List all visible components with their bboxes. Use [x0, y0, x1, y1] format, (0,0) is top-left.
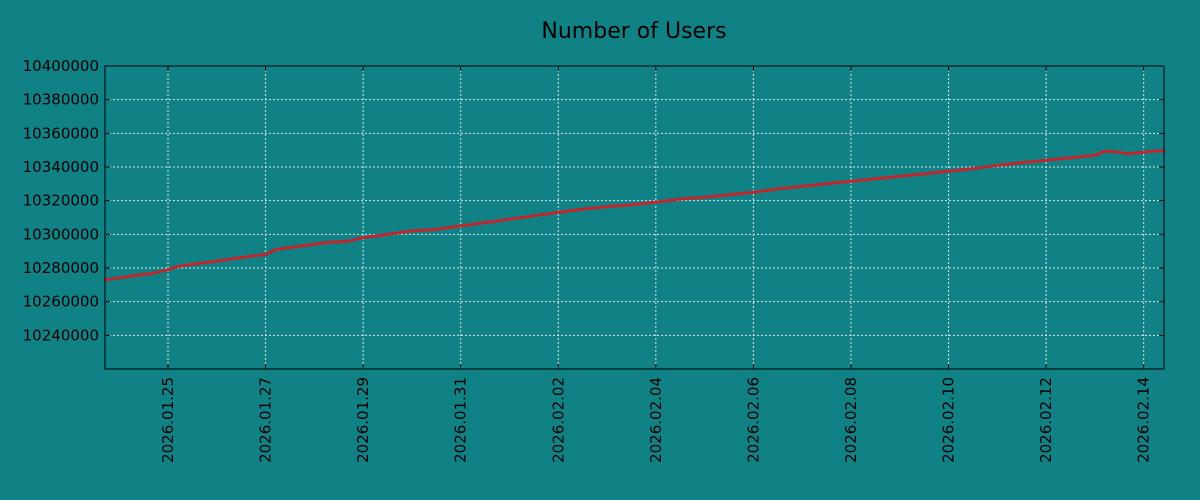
- x-tick-label: 2026.02.10: [940, 377, 958, 463]
- x-tick-label: 2026.02.06: [744, 377, 762, 463]
- x-tick-label: 2026.02.08: [842, 377, 860, 463]
- y-tick-label: 10340000: [23, 158, 99, 176]
- y-tick-label: 10280000: [23, 259, 99, 277]
- series-layer: [103, 149, 1166, 282]
- x-tick-label: 2026.02.04: [647, 377, 665, 463]
- x-tick-label: 2026.01.25: [159, 377, 177, 463]
- x-tick-label: 2026.02.12: [1037, 377, 1055, 463]
- x-tick-label: 2026.01.27: [257, 377, 275, 463]
- y-tick-label: 10300000: [23, 225, 99, 243]
- x-tick-label: 2026.02.14: [1135, 377, 1153, 463]
- plot-frame: [104, 65, 1165, 370]
- y-tick-label: 10320000: [23, 192, 99, 210]
- x-tick-label: 2026.01.31: [452, 377, 470, 463]
- y-tick-label: 10400000: [23, 57, 99, 75]
- x-tick-label: 2026.02.02: [549, 377, 567, 463]
- axes: 10240000 10260000 10280000 10300000 10320000…: [23, 57, 1153, 463]
- y-tick-label: 10380000: [23, 91, 99, 109]
- y-tick-label: 10260000: [23, 293, 99, 311]
- chart-title: Number of Users: [541, 19, 726, 44]
- grid-lines: [105, 65, 1164, 369]
- tick-marks: [105, 65, 1164, 369]
- x-tick-label: 2026.01.29: [354, 377, 372, 463]
- series-line-0: [103, 149, 1166, 282]
- y-tick-label: 10240000: [23, 326, 99, 344]
- y-tick-label: 10360000: [23, 124, 99, 142]
